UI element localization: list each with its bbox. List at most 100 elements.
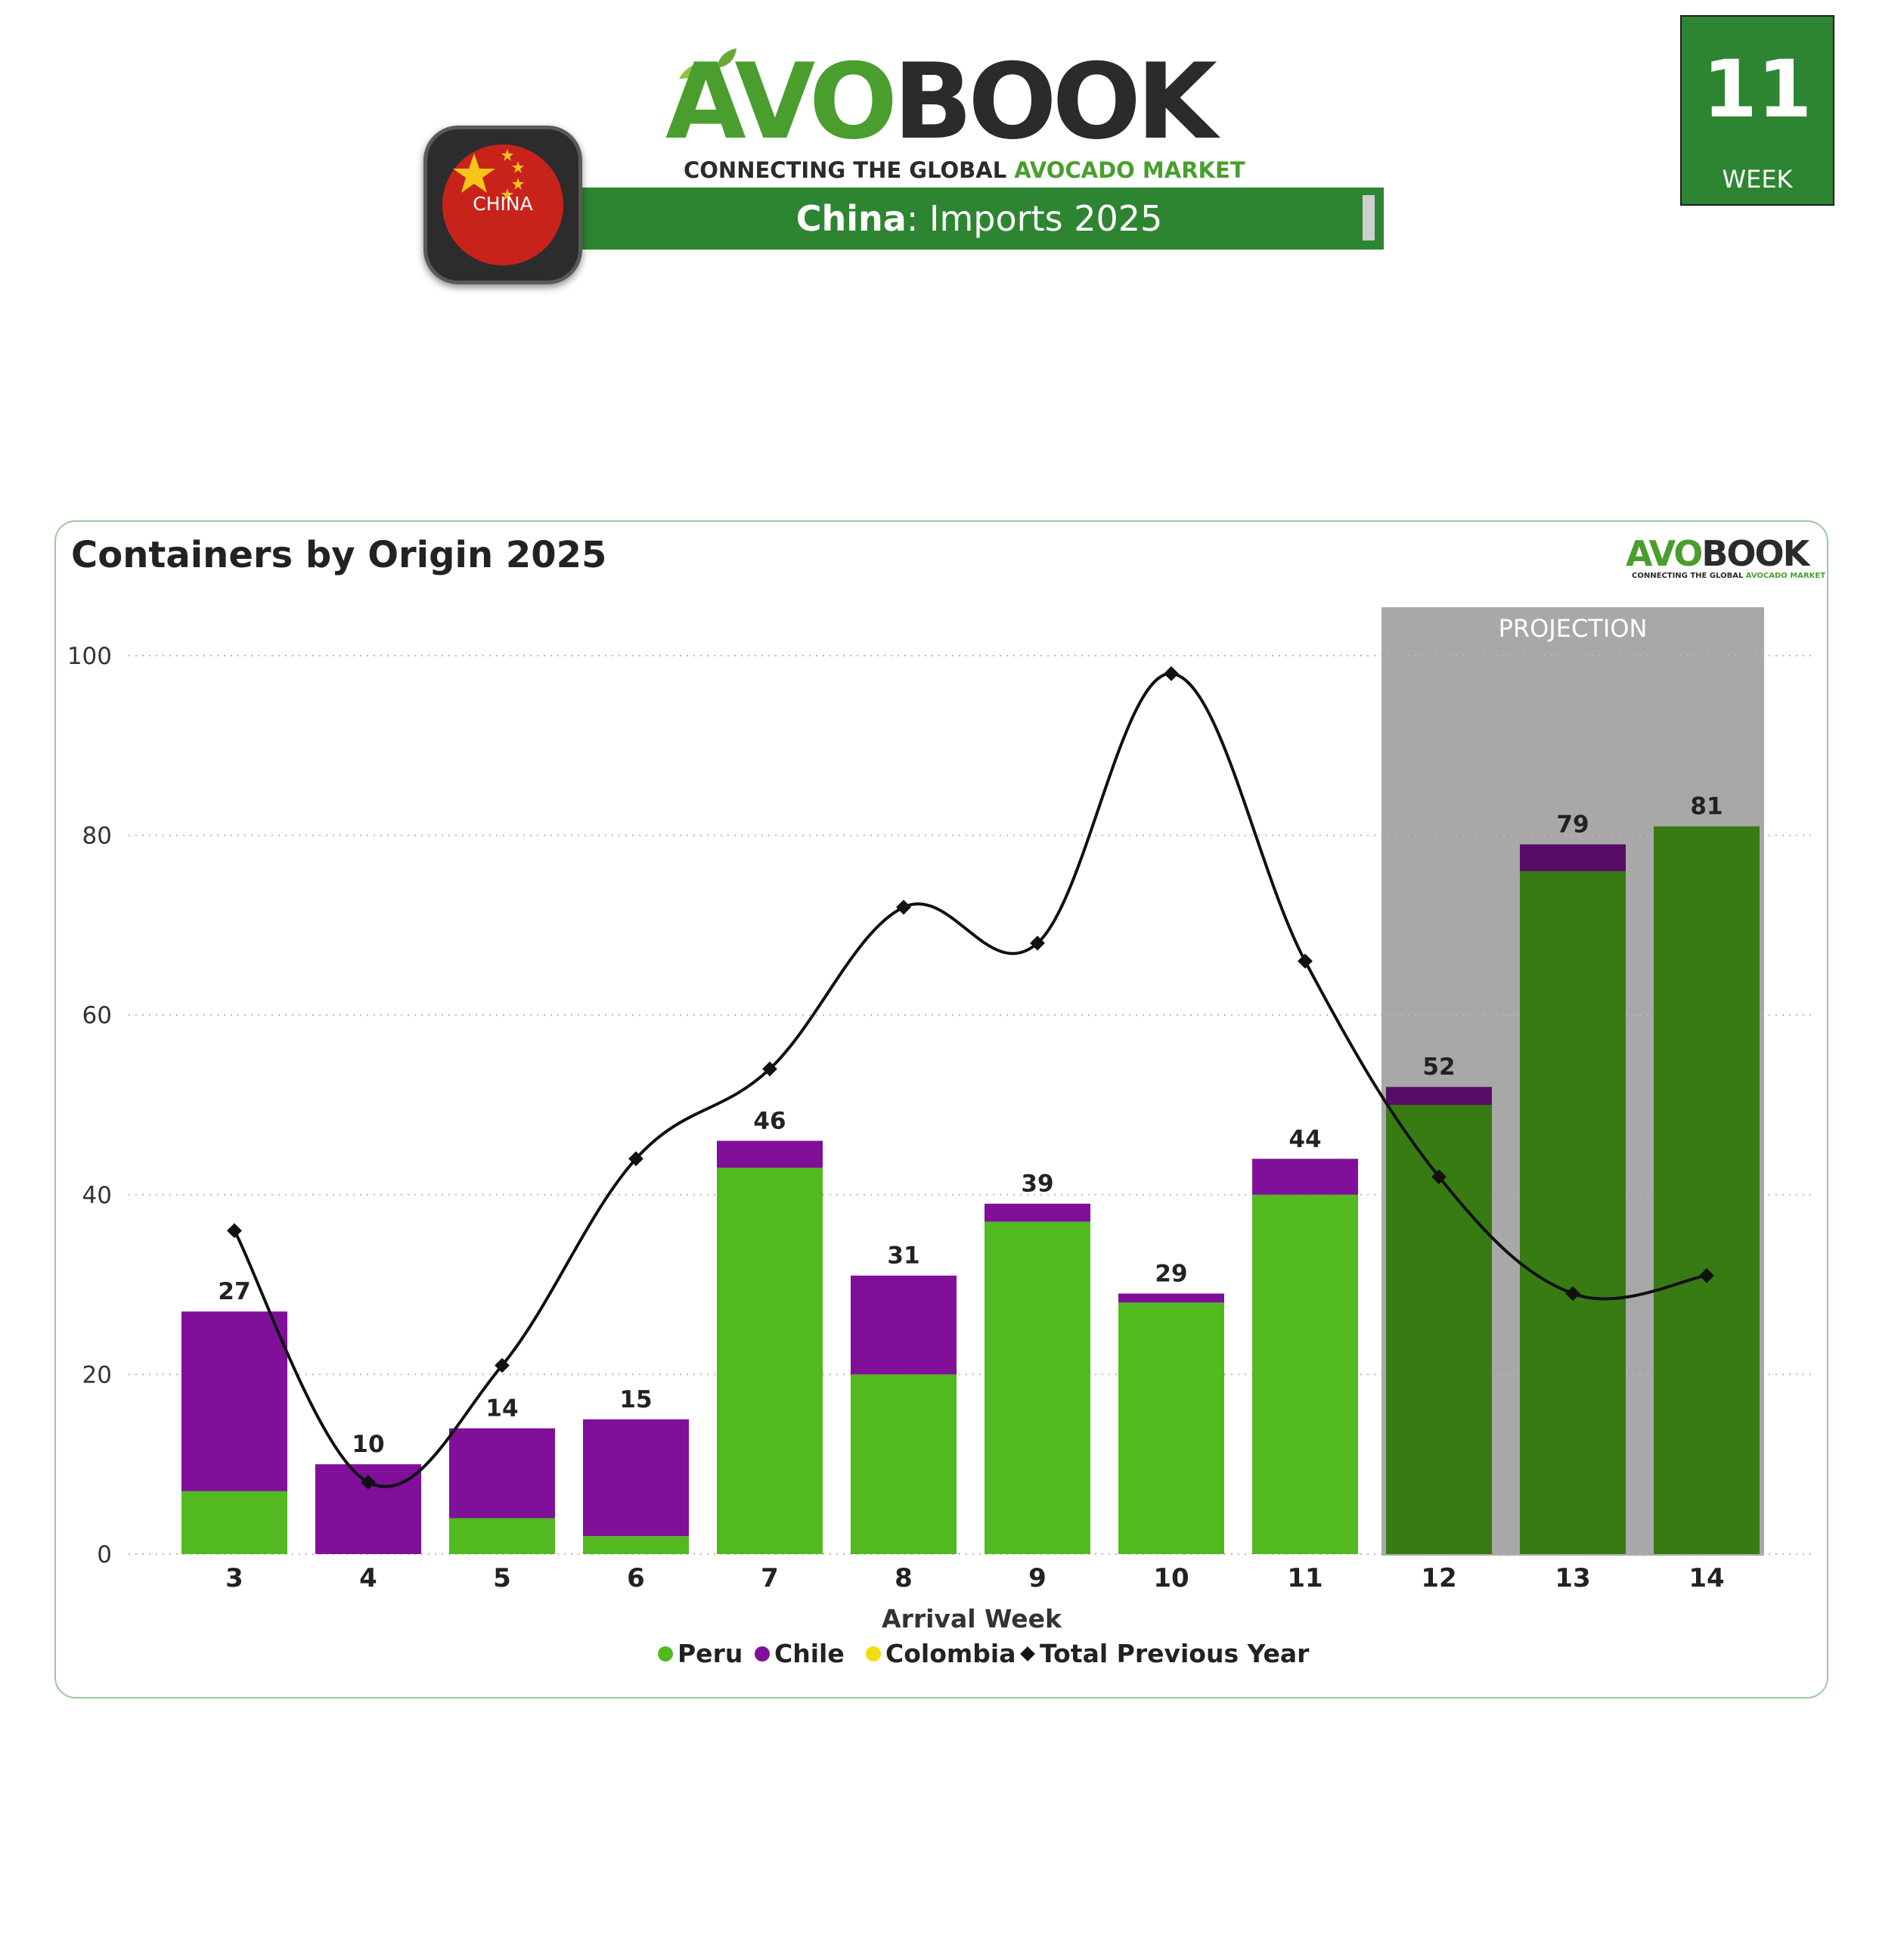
projection-label: PROJECTION bbox=[1499, 614, 1648, 643]
brand-wordmark: AVOBOOK bbox=[665, 45, 1217, 159]
x-tick-label: 3 bbox=[225, 1563, 243, 1593]
title-banner: China: Imports 2025 bbox=[499, 188, 1384, 250]
week-number: 11 bbox=[1702, 43, 1813, 135]
line-marker bbox=[1030, 935, 1045, 951]
data-label: 39 bbox=[1021, 1171, 1053, 1198]
china-flag-badge: CHINA bbox=[423, 126, 582, 284]
line-marker bbox=[1298, 954, 1313, 969]
avobook-mini-logo: AVOBOOK CONNECTING THE GLOBAL AVOCADO MA… bbox=[1626, 533, 1825, 581]
flag-stars-icon bbox=[453, 149, 524, 200]
data-label: 10 bbox=[352, 1431, 384, 1458]
x-tick-label: 9 bbox=[1028, 1563, 1047, 1593]
legend-marker bbox=[755, 1646, 770, 1661]
bar-peru bbox=[1654, 826, 1760, 1554]
bar-chile bbox=[1520, 844, 1626, 872]
chart-title: Containers by Origin 2025 bbox=[71, 534, 607, 576]
y-tick-label: 0 bbox=[97, 1541, 112, 1568]
y-tick-label: 100 bbox=[67, 643, 112, 670]
mini-tagline-2: AVOCADO MARKET bbox=[1745, 572, 1826, 580]
avobook-logo: AVOBOOK CONNECTING THE GLOBAL AVOCADO MA… bbox=[665, 45, 1245, 189]
x-tick-label: 7 bbox=[761, 1563, 779, 1593]
week-box: 11 WEEK bbox=[1680, 15, 1834, 206]
x-tick-label: 14 bbox=[1688, 1563, 1724, 1593]
data-label: 27 bbox=[218, 1278, 250, 1305]
mini-brand-book: BOOK bbox=[1701, 533, 1809, 574]
bar-chile bbox=[1386, 1087, 1492, 1105]
legend-marker bbox=[1020, 1646, 1035, 1661]
legend-label: Total Previous Year bbox=[1040, 1639, 1310, 1668]
bar-peru bbox=[985, 1221, 1090, 1554]
leaf-icon bbox=[679, 48, 736, 79]
bar-chile bbox=[985, 1203, 1090, 1222]
data-label: 46 bbox=[753, 1108, 786, 1135]
x-axis-label: Arrival Week bbox=[882, 1604, 1062, 1634]
data-label: 81 bbox=[1690, 793, 1723, 821]
mini-tagline-1: CONNECTING THE GLOBAL bbox=[1632, 572, 1746, 580]
bar-chile bbox=[851, 1275, 957, 1375]
y-tick-label: 60 bbox=[82, 1002, 112, 1029]
line-marker bbox=[227, 1223, 242, 1239]
x-tick-label: 8 bbox=[895, 1563, 913, 1593]
banner-subtitle: : Imports 2025 bbox=[906, 198, 1163, 239]
x-tick-label: 6 bbox=[627, 1563, 645, 1593]
tagline-part-2: AVOCADO MARKET bbox=[1014, 157, 1245, 183]
legend-label: Colombia bbox=[885, 1639, 1016, 1668]
week-label: WEEK bbox=[1722, 165, 1793, 194]
bar-peru bbox=[181, 1491, 287, 1554]
bar-peru bbox=[851, 1374, 957, 1554]
line-marker bbox=[495, 1357, 510, 1373]
brand-part-avo: AVO bbox=[665, 41, 898, 163]
y-tick-label: 20 bbox=[82, 1361, 112, 1388]
x-tick-label: 11 bbox=[1287, 1563, 1323, 1593]
x-tick-label: 12 bbox=[1421, 1563, 1456, 1593]
legend-marker bbox=[866, 1646, 881, 1661]
mini-brand-wordmark: AVOBOOK bbox=[1626, 533, 1809, 574]
bar-peru bbox=[717, 1168, 823, 1554]
bar-chile bbox=[717, 1140, 823, 1168]
mini-brand-tagline: CONNECTING THE GLOBAL AVOCADO MARKET bbox=[1632, 572, 1825, 580]
data-label: 15 bbox=[619, 1386, 652, 1413]
bar-peru bbox=[1118, 1302, 1224, 1554]
legend-label: Chile bbox=[774, 1639, 845, 1668]
x-tick-label: 4 bbox=[359, 1563, 377, 1593]
banner-title: China: Imports 2025 bbox=[721, 198, 1163, 239]
flag-disc bbox=[442, 144, 563, 265]
bar-chile bbox=[181, 1311, 287, 1491]
data-label: 31 bbox=[887, 1243, 919, 1270]
mini-brand-avo: AVO bbox=[1626, 533, 1703, 574]
y-tick-label: 40 bbox=[82, 1182, 112, 1209]
data-label: 79 bbox=[1556, 811, 1589, 838]
banner-country: China bbox=[795, 198, 907, 239]
bar-chile bbox=[583, 1419, 689, 1537]
banner-tick bbox=[1363, 195, 1375, 240]
bar-chile bbox=[1118, 1293, 1224, 1303]
tagline-part-1: CONNECTING THE GLOBAL bbox=[684, 157, 1015, 183]
line-marker bbox=[1164, 666, 1179, 681]
x-tick-label: 10 bbox=[1153, 1563, 1189, 1593]
line-marker bbox=[1431, 1169, 1447, 1184]
bar-peru bbox=[1252, 1194, 1358, 1554]
bar-chile bbox=[1252, 1159, 1358, 1195]
line-total-previous-year bbox=[233, 672, 1707, 1488]
legend-marker bbox=[658, 1646, 673, 1661]
bar-peru bbox=[449, 1518, 555, 1554]
bar-peru bbox=[1520, 871, 1626, 1554]
line-marker bbox=[361, 1475, 376, 1490]
flag-label: CHINA bbox=[473, 193, 533, 215]
line-marker bbox=[1565, 1286, 1580, 1302]
line-marker bbox=[896, 899, 911, 915]
brand-part-book: BOOK bbox=[893, 41, 1217, 163]
bar-peru bbox=[583, 1536, 689, 1554]
brand-tagline: CONNECTING THE GLOBAL AVOCADO MARKET bbox=[684, 157, 1245, 183]
x-tick-label: 13 bbox=[1555, 1563, 1590, 1593]
data-label: 44 bbox=[1288, 1125, 1321, 1153]
legend-label: Peru bbox=[678, 1639, 743, 1668]
line-marker bbox=[628, 1151, 643, 1167]
bar-chile bbox=[449, 1428, 555, 1519]
data-label: 52 bbox=[1422, 1053, 1455, 1081]
x-tick-label: 5 bbox=[493, 1563, 511, 1593]
data-label: 29 bbox=[1155, 1260, 1187, 1287]
line-marker bbox=[1699, 1267, 1714, 1283]
y-tick-label: 80 bbox=[82, 823, 112, 850]
